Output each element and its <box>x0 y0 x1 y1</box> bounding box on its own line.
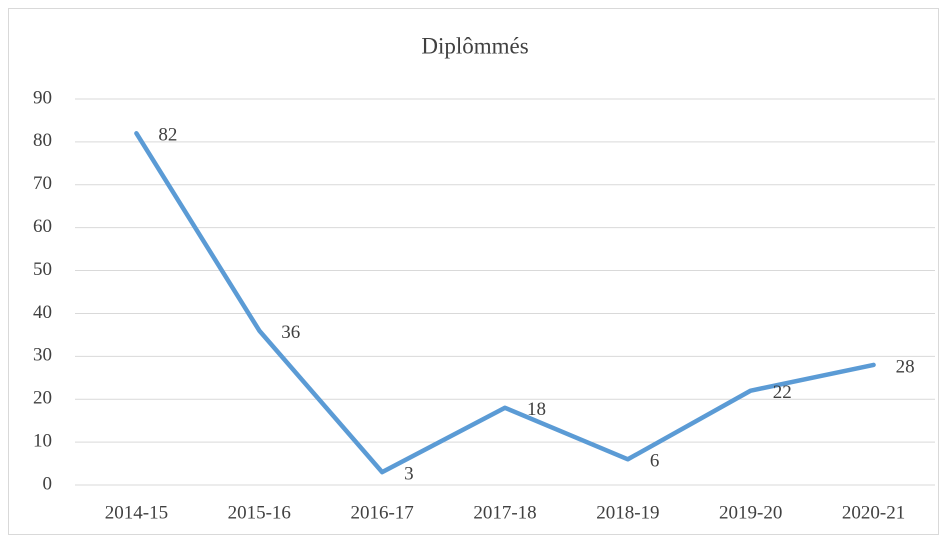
data-label: 82 <box>158 125 177 146</box>
y-tick-label: 0 <box>43 473 53 494</box>
y-tick-label: 90 <box>33 87 52 108</box>
x-tick-label: 2018-19 <box>596 502 659 523</box>
y-tick-label: 10 <box>33 430 52 451</box>
x-tick-label: 2014-15 <box>105 502 168 523</box>
chart-title: Diplômmés <box>421 33 528 58</box>
data-label: 36 <box>281 322 300 343</box>
data-label: 22 <box>773 382 792 403</box>
line <box>134 131 876 475</box>
chart-border <box>8 8 939 535</box>
y-tick-label: 40 <box>33 302 52 323</box>
y-tick-label: 50 <box>33 259 52 280</box>
x-tick-label: 2016-17 <box>350 502 413 523</box>
data-label: 18 <box>527 399 546 420</box>
data-label: 28 <box>896 356 915 377</box>
data-label: 6 <box>650 451 660 472</box>
y-tick-label: 70 <box>33 173 52 194</box>
x-tick-label: 2019-20 <box>719 502 782 523</box>
x-tick-label: 2020-21 <box>842 502 905 523</box>
y-tick-label: 30 <box>33 345 52 366</box>
x-tick-label: 2015-16 <box>228 502 291 523</box>
y-tick-label: 60 <box>33 216 52 237</box>
y-tick-label: 80 <box>33 130 52 151</box>
data-label: 3 <box>404 463 414 484</box>
y-tick-label: 20 <box>33 388 52 409</box>
x-tick-label: 2017-18 <box>473 502 536 523</box>
